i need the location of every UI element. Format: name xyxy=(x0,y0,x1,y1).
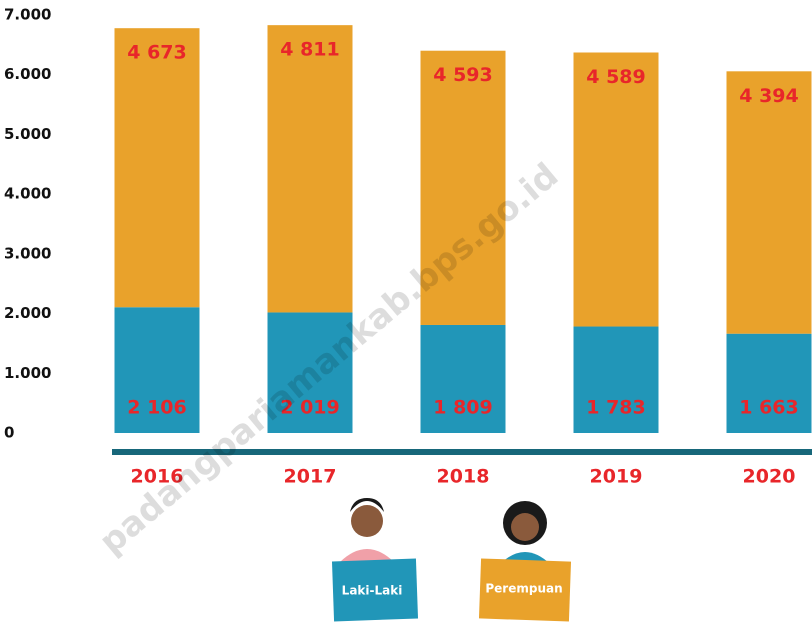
y-tick-label: 4.000 xyxy=(4,185,51,203)
value-label: 4 673 xyxy=(127,42,187,64)
legend-label: Perempuan xyxy=(485,582,562,596)
value-label: 4 811 xyxy=(280,39,340,61)
plot: 01.0002.0003.0004.0005.0006.0007.0002016… xyxy=(4,6,812,488)
icon-head xyxy=(351,505,383,537)
y-tick-label: 6.000 xyxy=(4,65,51,83)
bar-segment xyxy=(115,28,200,307)
bar-segment xyxy=(727,71,812,333)
x-tick-label: 2018 xyxy=(437,466,490,488)
value-label: 1 783 xyxy=(586,397,646,419)
chart: 01.0002.0003.0004.0005.0006.0007.0002016… xyxy=(0,0,812,623)
y-tick-label: 3.000 xyxy=(4,244,51,262)
y-tick-label: 7.000 xyxy=(4,6,51,24)
value-label: 4 593 xyxy=(433,64,493,86)
y-tick-label: 1.000 xyxy=(4,364,51,382)
icon-head xyxy=(511,513,539,541)
value-label: 1 809 xyxy=(433,397,493,419)
y-tick-label: 2.000 xyxy=(4,304,51,322)
value-label: 2 106 xyxy=(127,397,187,419)
value-label: 4 394 xyxy=(739,85,799,107)
value-label: 4 589 xyxy=(586,66,646,88)
value-label: 1 663 xyxy=(739,397,799,419)
legend-laki xyxy=(332,498,418,621)
legend-perempuan xyxy=(479,501,571,622)
x-tick-label: 2020 xyxy=(743,466,796,488)
bar-segment xyxy=(268,25,353,312)
bar-segment xyxy=(574,53,659,327)
y-tick-label: 5.000 xyxy=(4,125,51,143)
legend-label: Laki-Laki xyxy=(342,584,403,598)
y-tick-label: 0 xyxy=(4,424,14,442)
x-tick-label: 2017 xyxy=(284,466,337,488)
x-tick-label: 2019 xyxy=(590,466,643,488)
